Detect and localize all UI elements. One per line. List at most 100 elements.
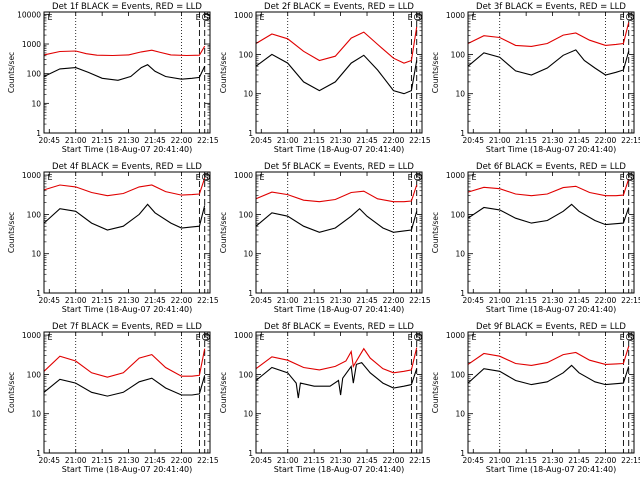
- x-tick-label: 21:30: [330, 136, 352, 145]
- x-tick-label: 21:00: [65, 296, 87, 305]
- series-line-lld: [255, 347, 418, 374]
- x-tick-label: 22:00: [171, 136, 193, 145]
- x-tick-label: 21:15: [515, 136, 537, 145]
- time-marker-label: S: [415, 333, 420, 342]
- y-tick-label: 1000: [446, 171, 465, 180]
- x-tick-label: 22:15: [409, 136, 431, 145]
- plot-frame: [255, 171, 423, 294]
- y-tick-label: 10: [243, 410, 253, 419]
- time-marker-label: E: [620, 173, 625, 182]
- y-tick-label: 10: [243, 250, 253, 259]
- y-tick-label: 1: [36, 289, 41, 298]
- y-axis-label: Counts/sec: [219, 372, 228, 413]
- x-tick-label: 21:00: [65, 136, 87, 145]
- x-tick-label: 21:15: [91, 136, 113, 145]
- y-tick-label: 100: [451, 210, 466, 219]
- x-tick-label: 20:45: [462, 456, 484, 465]
- time-marker-label: S: [203, 13, 208, 22]
- x-tick-label: 22:15: [621, 136, 640, 145]
- y-axis-label: Counts/sec: [219, 52, 228, 93]
- x-tick-label: 20:45: [38, 296, 60, 305]
- x-tick-label: 22:00: [383, 456, 405, 465]
- series-line-events: [255, 53, 418, 95]
- x-tick-label: 22:00: [171, 296, 193, 305]
- saa-marker-circle: [414, 333, 422, 341]
- chart-panel-9: Det 9f BLACK = Events, RED = LLD 20:45 21:…: [431, 322, 640, 474]
- time-marker-label: E: [620, 333, 625, 342]
- plot-frame: [43, 331, 211, 454]
- time-marker-label: E: [196, 13, 201, 22]
- chart-title: Det 7f BLACK = Events, RED = LLD: [52, 322, 202, 332]
- x-tick-label: 21:30: [118, 296, 140, 305]
- chart-panel-7: Det 7f BLACK = Events, RED = LLD 20:45 21:…: [7, 322, 219, 474]
- x-tick-label: 21:45: [144, 136, 166, 145]
- y-tick-label: 100: [239, 50, 254, 59]
- time-marker-label: E: [196, 333, 201, 342]
- x-axis-label: Start Time (18-Aug-07 20:41:40): [486, 465, 617, 474]
- x-tick-label: 21:30: [118, 456, 140, 465]
- chart-panel-2: Det 2f BLACK = Events, RED = LLD 20:45 21:…: [219, 2, 431, 154]
- series-line-lld: [255, 184, 418, 203]
- x-tick-label: 21:15: [91, 296, 113, 305]
- x-tick-label: 21:00: [277, 136, 299, 145]
- x-axis-label: Start Time (18-Aug-07 20:41:40): [62, 305, 193, 314]
- series-line-lld: [255, 26, 418, 64]
- x-tick-label: 21:30: [542, 456, 564, 465]
- x-axis-label: Start Time (18-Aug-07 20:41:40): [274, 145, 405, 154]
- time-marker-label: E: [47, 13, 52, 22]
- x-tick-label: 20:45: [462, 136, 484, 145]
- x-tick-label: 20:45: [250, 296, 272, 305]
- series-line-events: [43, 64, 206, 81]
- y-tick-label: 100: [27, 370, 42, 379]
- y-tick-label: 10: [455, 410, 465, 419]
- x-tick-label: 22:00: [595, 136, 617, 145]
- x-tick-label: 22:00: [595, 456, 617, 465]
- y-tick-label: 1: [248, 129, 253, 138]
- time-marker-label: S: [415, 13, 420, 22]
- y-tick-label: 10: [31, 99, 41, 108]
- y-tick-label: 1: [248, 289, 253, 298]
- x-tick-label: 21:30: [330, 296, 352, 305]
- x-tick-label: 22:15: [621, 456, 640, 465]
- x-axis-label: Start Time (18-Aug-07 20:41:40): [62, 465, 193, 474]
- x-tick-label: 22:15: [409, 296, 431, 305]
- chart-title: Det 5f BLACK = Events, RED = LLD: [264, 162, 414, 172]
- x-tick-label: 21:00: [277, 296, 299, 305]
- saa-marker-circle: [202, 13, 210, 21]
- x-tick-label: 22:15: [621, 296, 640, 305]
- y-tick-label: 10: [243, 90, 253, 99]
- y-tick-label: 100: [239, 210, 254, 219]
- y-tick-label: 1: [460, 289, 465, 298]
- x-axis-label: Start Time (18-Aug-07 20:41:40): [486, 145, 617, 154]
- x-tick-label: 21:00: [489, 296, 511, 305]
- x-tick-label: 21:15: [515, 456, 537, 465]
- y-tick-label: 10000: [17, 10, 41, 19]
- series-line-events: [255, 207, 418, 233]
- series-line-lld: [467, 178, 630, 197]
- series-line-events: [43, 375, 206, 397]
- plot-frame: [467, 171, 635, 294]
- x-tick-label: 20:45: [250, 136, 272, 145]
- x-tick-label: 21:45: [568, 296, 590, 305]
- y-axis-label: Counts/sec: [431, 372, 440, 413]
- x-tick-label: 22:00: [171, 456, 193, 465]
- y-axis-label: Counts/sec: [431, 52, 440, 93]
- chart-panel-1: Det 1f BLACK = Events, RED = LLD 20:45 21:…: [7, 2, 219, 154]
- time-marker-label: E: [471, 13, 476, 22]
- chart-title: Det 4f BLACK = Events, RED = LLD: [52, 162, 202, 172]
- y-axis-label: Counts/sec: [7, 372, 16, 413]
- x-axis-label: Start Time (18-Aug-07 20:41:40): [274, 465, 405, 474]
- saa-marker-circle: [202, 333, 210, 341]
- chart-panel-3: Det 3f BLACK = Events, RED = LLD 20:45 21:…: [431, 2, 640, 154]
- chart-title: Det 1f BLACK = Events, RED = LLD: [52, 2, 202, 12]
- series-line-events: [467, 49, 630, 76]
- series-line-lld: [43, 45, 206, 57]
- plot-frame: [255, 331, 423, 454]
- x-tick-label: 21:45: [568, 136, 590, 145]
- plot-frame: [255, 11, 423, 134]
- x-tick-label: 20:45: [462, 296, 484, 305]
- chart-title: Det 8f BLACK = Events, RED = LLD: [264, 322, 414, 332]
- x-tick-label: 21:00: [277, 456, 299, 465]
- y-tick-label: 1000: [234, 331, 253, 340]
